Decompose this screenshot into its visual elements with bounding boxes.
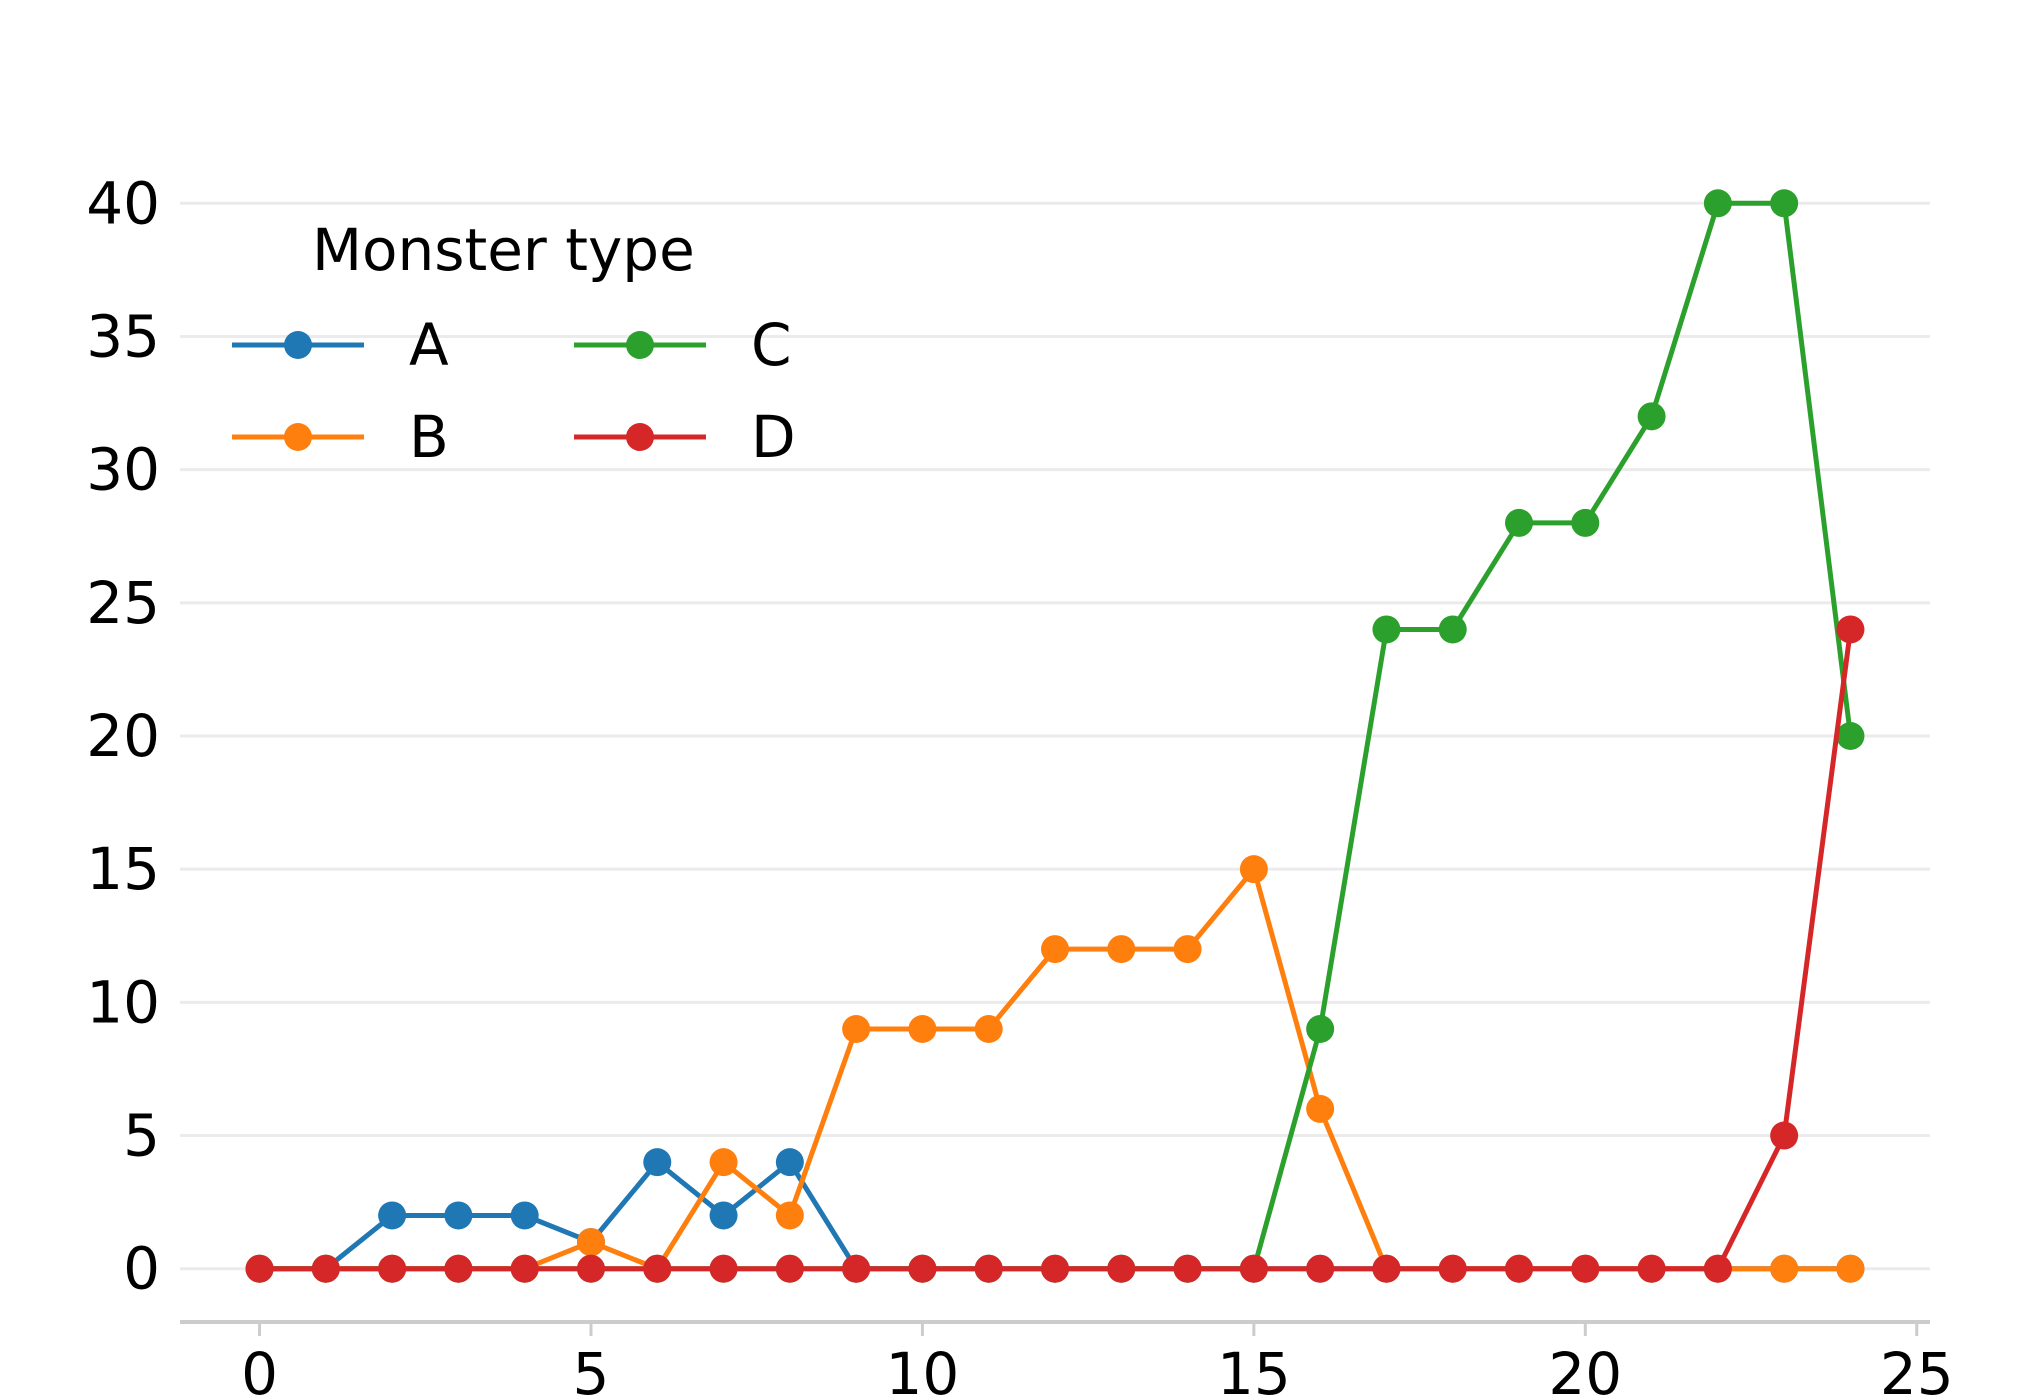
x-axis-ticks: 0 5 10 15 20 25	[241, 1322, 1954, 1400]
point-B-9	[842, 1015, 871, 1043]
point-B-7	[709, 1148, 738, 1177]
point-B-14	[1173, 935, 1202, 964]
point-C-24	[1836, 722, 1865, 750]
legend: Monster type AB CD	[232, 216, 796, 471]
point-A-3	[444, 1201, 473, 1230]
legend-label-C: C	[751, 311, 792, 379]
legend-item-C: C	[574, 311, 792, 379]
point-D-21	[1637, 1254, 1666, 1283]
x-tick-label-5: 5	[573, 1340, 610, 1400]
legend-swatch-marker-C	[626, 331, 654, 359]
series-B	[245, 855, 1865, 1283]
series-D	[245, 615, 1865, 1283]
point-D-15	[1239, 1254, 1268, 1283]
point-B-5	[576, 1228, 605, 1257]
point-D-13	[1107, 1254, 1136, 1283]
y-tick-label-15: 15	[86, 835, 160, 903]
point-D-4	[510, 1254, 539, 1283]
point-C-16	[1306, 1015, 1335, 1043]
point-D-1	[311, 1254, 340, 1283]
y-tick-label-10: 10	[86, 968, 160, 1036]
point-D-6	[643, 1254, 672, 1283]
x-tick-label-10: 10	[886, 1340, 960, 1400]
legend-swatch-marker-D	[626, 423, 654, 451]
point-B-23	[1770, 1254, 1799, 1283]
x-tick-label-20: 20	[1548, 1340, 1622, 1400]
point-D-23	[1770, 1121, 1799, 1150]
point-C-22	[1703, 189, 1732, 218]
series-line-A	[259, 1159, 1851, 1272]
point-C-19	[1505, 508, 1534, 537]
point-D-2	[378, 1254, 407, 1283]
point-B-11	[974, 1015, 1003, 1043]
point-C-20	[1571, 508, 1600, 537]
point-D-0	[245, 1254, 274, 1283]
point-D-24	[1836, 615, 1865, 644]
x-tick-label-25: 25	[1880, 1340, 1954, 1400]
point-D-17	[1372, 1254, 1401, 1283]
point-D-20	[1571, 1254, 1600, 1283]
legend-title: Monster type	[312, 216, 695, 284]
legend-item-B: B	[232, 403, 449, 471]
point-A-7	[709, 1201, 738, 1230]
point-D-11	[974, 1254, 1003, 1283]
legend-item-A: A	[232, 311, 449, 379]
legend-items: AB CD	[232, 311, 796, 471]
y-tick-label-5: 5	[123, 1102, 160, 1170]
grid-lines	[180, 201, 1930, 1271]
point-A-2	[378, 1201, 407, 1230]
point-B-10	[908, 1015, 937, 1043]
y-axis-ticks: 0 5 10 15 20 25 30 35 40	[86, 169, 160, 1302]
point-B-12	[1041, 935, 1069, 964]
point-D-8	[775, 1254, 804, 1283]
legend-item-D: D	[574, 403, 796, 471]
legend-swatch-marker-A	[284, 331, 312, 359]
y-tick-label-30: 30	[86, 436, 160, 504]
point-D-9	[842, 1254, 871, 1283]
point-B-13	[1107, 935, 1136, 964]
y-tick-label-0: 0	[123, 1235, 160, 1303]
point-B-15	[1239, 855, 1268, 884]
point-D-18	[1438, 1254, 1467, 1283]
legend-label-A: A	[409, 311, 449, 379]
point-D-5	[576, 1254, 605, 1283]
point-D-7	[709, 1254, 738, 1283]
point-C-23	[1770, 189, 1799, 218]
point-A-8	[775, 1148, 804, 1177]
point-D-16	[1306, 1254, 1335, 1283]
series-group	[245, 189, 1865, 1283]
point-D-10	[908, 1254, 937, 1283]
point-B-8	[775, 1201, 804, 1230]
x-tick-label-0: 0	[241, 1340, 278, 1400]
series-line-B	[259, 866, 1851, 1272]
legend-label-B: B	[409, 403, 449, 471]
point-B-16	[1306, 1094, 1335, 1123]
point-D-12	[1041, 1254, 1069, 1283]
point-D-19	[1505, 1254, 1534, 1283]
y-tick-label-25: 25	[86, 569, 160, 637]
legend-label-D: D	[751, 403, 796, 471]
point-A-6	[643, 1148, 672, 1177]
point-C-18	[1438, 615, 1467, 644]
y-tick-label-35: 35	[86, 302, 160, 370]
x-tick-label-15: 15	[1217, 1340, 1291, 1400]
point-B-24	[1836, 1254, 1865, 1283]
point-A-4	[510, 1201, 539, 1230]
point-C-21	[1637, 402, 1666, 431]
legend-swatch-marker-B	[284, 423, 312, 451]
y-tick-label-40: 40	[86, 169, 160, 237]
point-D-3	[444, 1254, 473, 1283]
y-tick-label-20: 20	[86, 702, 160, 770]
point-D-14	[1173, 1254, 1202, 1283]
point-D-22	[1703, 1254, 1732, 1283]
point-C-17	[1372, 615, 1401, 644]
